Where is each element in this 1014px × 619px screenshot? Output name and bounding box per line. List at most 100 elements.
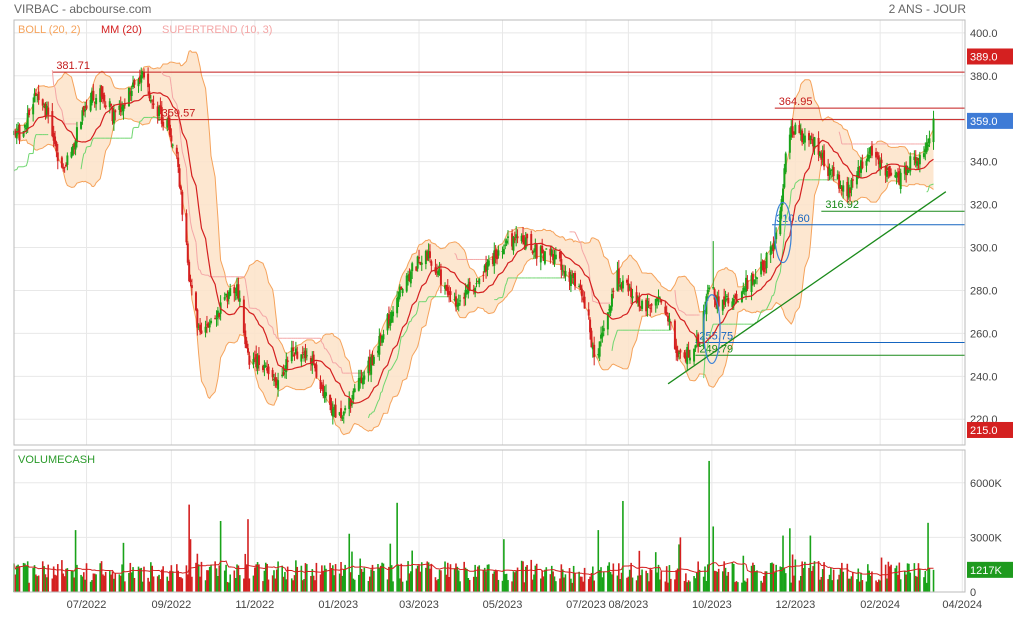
- volume-panel-title: VOLUMECASH: [18, 454, 95, 466]
- volume-bar: [830, 568, 832, 592]
- volume-bar: [324, 565, 326, 592]
- volume-bar: [838, 575, 840, 592]
- candle-body: [105, 105, 107, 107]
- candle-body: [504, 245, 506, 246]
- x-tick-label: 09/2022: [151, 599, 191, 611]
- candle-body: [933, 119, 935, 143]
- volume-bar: [507, 580, 509, 592]
- volume-bar: [775, 565, 777, 592]
- volume-bar: [73, 577, 75, 592]
- volume-bar: [131, 572, 133, 592]
- volume-bar: [253, 576, 255, 592]
- volume-bar: [533, 575, 535, 592]
- volume-bar: [743, 556, 745, 592]
- volume-bar: [172, 571, 174, 592]
- volume-bar: [52, 579, 54, 592]
- volume-bar: [425, 568, 427, 592]
- candle-body: [341, 417, 343, 418]
- volume-bar: [916, 577, 918, 592]
- candle-body: [437, 271, 439, 275]
- volume-bar: [392, 581, 394, 592]
- candle-body: [804, 136, 806, 143]
- volume-bar: [275, 579, 277, 592]
- volume-bar: [600, 567, 602, 592]
- volume-bar: [114, 573, 116, 592]
- candle-body: [763, 261, 765, 272]
- candle-body: [785, 153, 787, 172]
- volume-bar: [801, 561, 803, 592]
- candle-body: [926, 142, 928, 152]
- candle-body: [619, 284, 621, 286]
- candle-body: [352, 391, 354, 400]
- volume-bar: [907, 563, 909, 592]
- volume-bar: [862, 580, 864, 592]
- legend-boll: BOLL (20, 2): [18, 24, 81, 36]
- candle-body: [603, 328, 605, 331]
- volume-bar: [792, 555, 794, 592]
- volume-bar: [388, 567, 390, 592]
- volume-bar: [191, 577, 193, 592]
- volume-bar: [186, 565, 188, 592]
- volume-bar: [329, 563, 331, 592]
- value-badge-label: 215.0: [970, 425, 998, 437]
- candle-body: [151, 100, 153, 101]
- volume-bar: [150, 562, 152, 592]
- volume-bar: [888, 562, 890, 592]
- volume-bar: [896, 566, 898, 592]
- level-label: 316.92: [825, 199, 859, 211]
- volume-bar: [493, 571, 495, 592]
- volume-bar: [370, 569, 372, 592]
- candle-body: [440, 269, 442, 284]
- volume-bar: [45, 574, 47, 592]
- volume-bar: [629, 570, 631, 592]
- chart-title: VIRBAC - abcbourse.com: [14, 2, 151, 16]
- volume-bar: [353, 579, 355, 592]
- volume-bar: [580, 577, 582, 592]
- volume-bar: [584, 568, 586, 592]
- volume-bar: [894, 568, 896, 592]
- volume-bar: [886, 579, 888, 592]
- volume-bar: [574, 573, 576, 592]
- price-tick-label: 300.0: [970, 243, 998, 255]
- candle-body: [335, 405, 337, 418]
- candle-body: [570, 274, 572, 285]
- volume-bar: [28, 583, 30, 592]
- volume-bar: [563, 577, 565, 592]
- volume-bar: [358, 575, 360, 592]
- volume-bar: [685, 573, 687, 592]
- volume-bar: [829, 575, 831, 592]
- candle-body: [153, 103, 155, 104]
- candle-body: [83, 106, 85, 112]
- candle-body: [315, 365, 317, 378]
- volume-bar: [808, 568, 810, 592]
- volume-bar: [139, 568, 141, 592]
- candle-body: [850, 180, 852, 190]
- candle-body: [871, 146, 873, 156]
- candle-body: [133, 80, 135, 85]
- candle-body: [57, 152, 59, 161]
- candle-body: [294, 355, 296, 356]
- volume-bar: [399, 578, 401, 592]
- volume-bar: [877, 582, 879, 592]
- volume-bar: [188, 505, 190, 592]
- volume-bar: [454, 568, 456, 592]
- volume-bar: [54, 575, 56, 592]
- volume-bar: [562, 569, 564, 592]
- volume-bar: [435, 577, 437, 592]
- volume-bar: [121, 564, 123, 592]
- volume-bar: [927, 523, 929, 592]
- candle-body: [392, 312, 394, 317]
- volume-bar: [466, 569, 468, 592]
- candle-body: [430, 261, 432, 266]
- volume-bar: [149, 582, 151, 592]
- volume-bar: [785, 573, 787, 592]
- volume-bar: [665, 582, 667, 592]
- volume-bar: [190, 539, 192, 592]
- x-tick-label: 04/2024: [942, 599, 982, 611]
- candle-body: [482, 275, 484, 276]
- volume-bar: [726, 576, 728, 592]
- volume-bar: [19, 566, 21, 592]
- volume-bar: [591, 573, 593, 592]
- volume-bar: [784, 568, 786, 592]
- volume-bar: [699, 570, 701, 592]
